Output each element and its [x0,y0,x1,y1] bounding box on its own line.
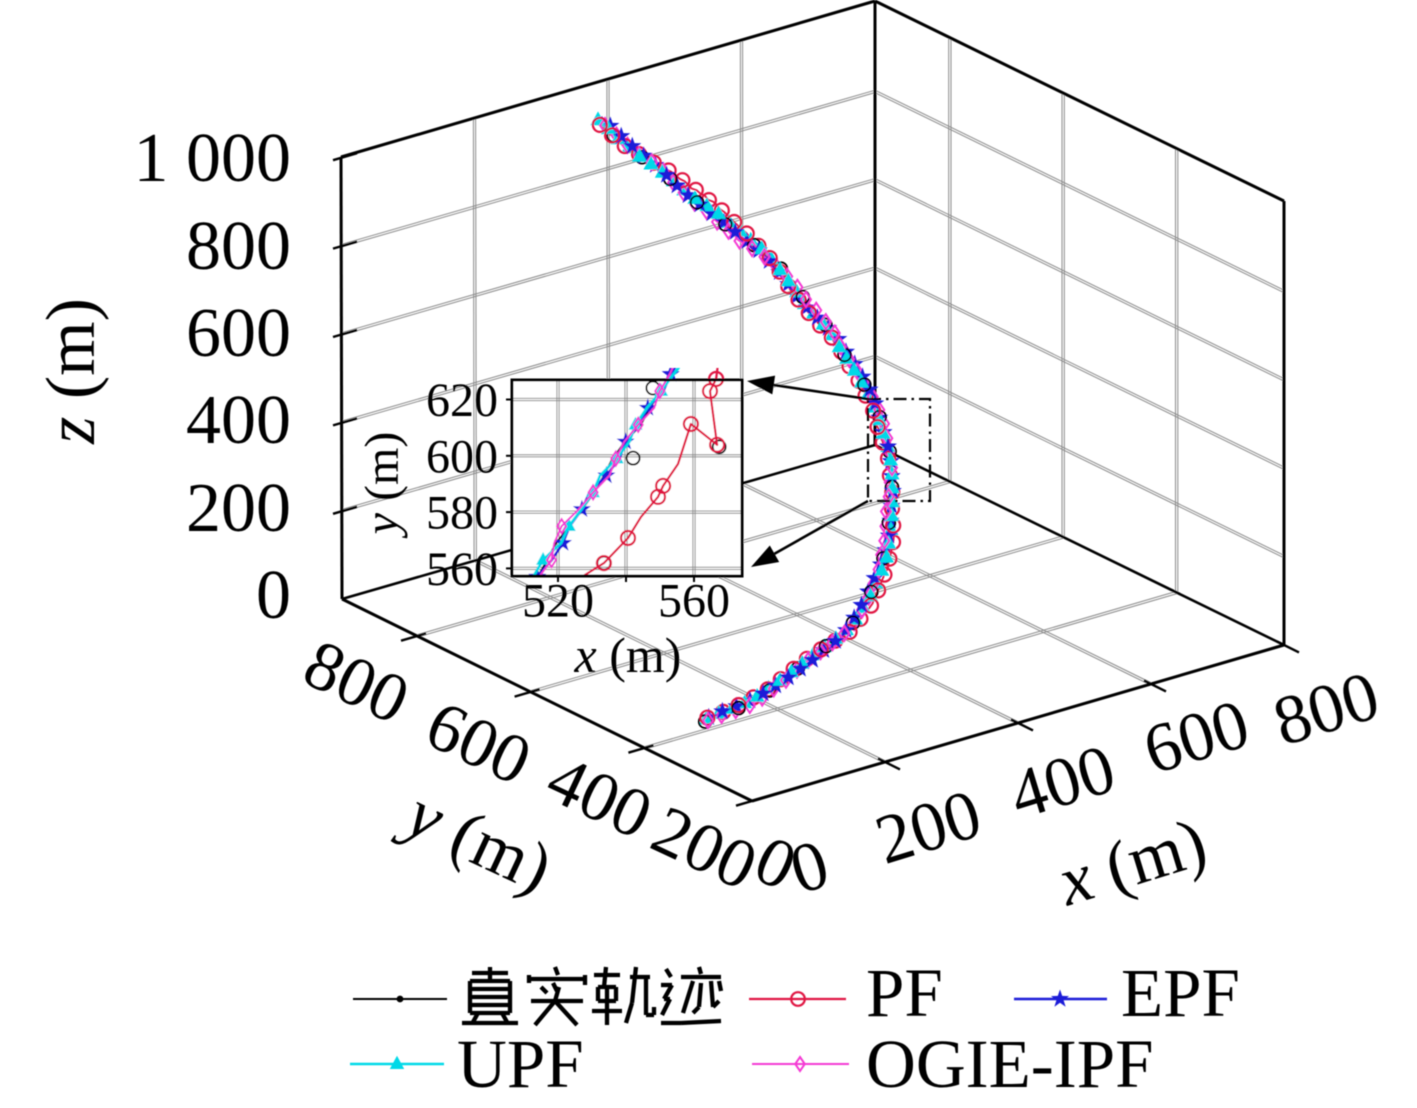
svg-text:600: 600 [186,295,291,372]
svg-text:620: 620 [426,374,498,427]
svg-text:400: 400 [186,382,291,459]
svg-text:200: 200 [186,470,291,547]
svg-text:z (m): z (m) [33,298,110,445]
svg-text:EPF: EPF [1121,955,1240,1031]
svg-text:OGIE-IPF: OGIE-IPF [866,1026,1154,1102]
svg-text:520: 520 [522,575,594,628]
svg-text:560: 560 [658,575,730,628]
svg-text:600: 600 [426,430,498,483]
svg-text:PF: PF [866,955,943,1031]
svg-text:1 000: 1 000 [134,120,292,197]
svg-text:0: 0 [256,557,291,634]
svg-text:UPF: UPF [457,1026,584,1102]
svg-text:580: 580 [426,487,498,540]
svg-text:800: 800 [186,208,291,285]
svg-text:x (m): x (m) [574,627,682,683]
svg-text:y (m): y (m) [356,432,409,540]
svg-text:560: 560 [426,543,498,596]
